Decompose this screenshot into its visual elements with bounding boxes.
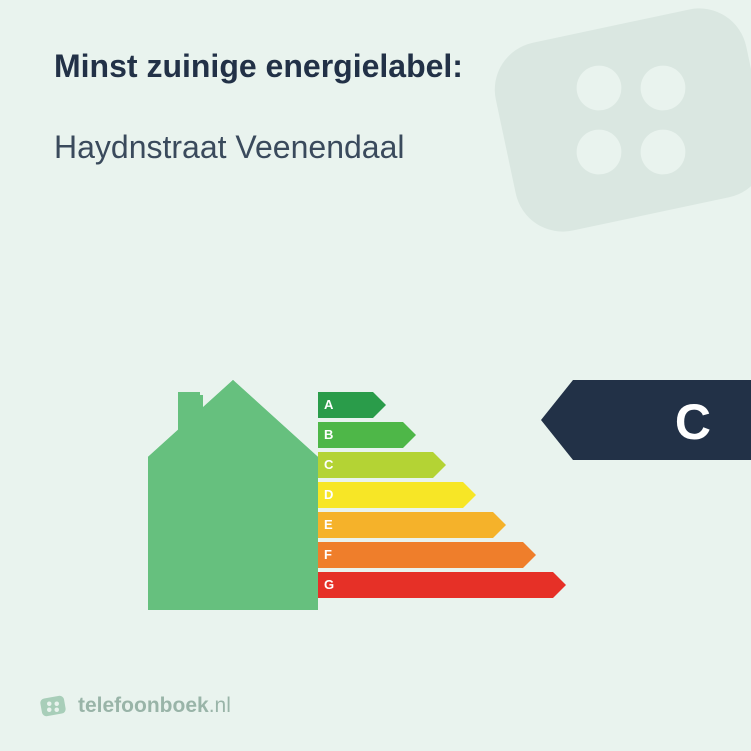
selected-label-letter: C [675, 393, 711, 451]
bar-label: F [324, 547, 332, 562]
brand-icon [38, 691, 68, 721]
brand-suffix: .nl [209, 694, 231, 717]
page-title: Minst zuinige energielabel: [54, 48, 697, 85]
bar-label: D [324, 487, 333, 502]
footer-brand: telefoonboek.nl [38, 691, 231, 721]
bar-label: A [324, 397, 333, 412]
selected-label-badge [541, 380, 751, 460]
bar-label: B [324, 427, 333, 442]
content-area: Minst zuinige energielabel: Haydnstraat … [0, 0, 751, 166]
bar-label: C [324, 457, 333, 472]
house-icon-shape [148, 380, 318, 610]
brand-text: telefoonboek.nl [78, 694, 231, 718]
brand-bold: telefoonboek [78, 694, 209, 717]
bar-label: E [324, 517, 333, 532]
bar-label: G [324, 577, 334, 592]
location-name: Haydnstraat Veenendaal [54, 129, 697, 166]
